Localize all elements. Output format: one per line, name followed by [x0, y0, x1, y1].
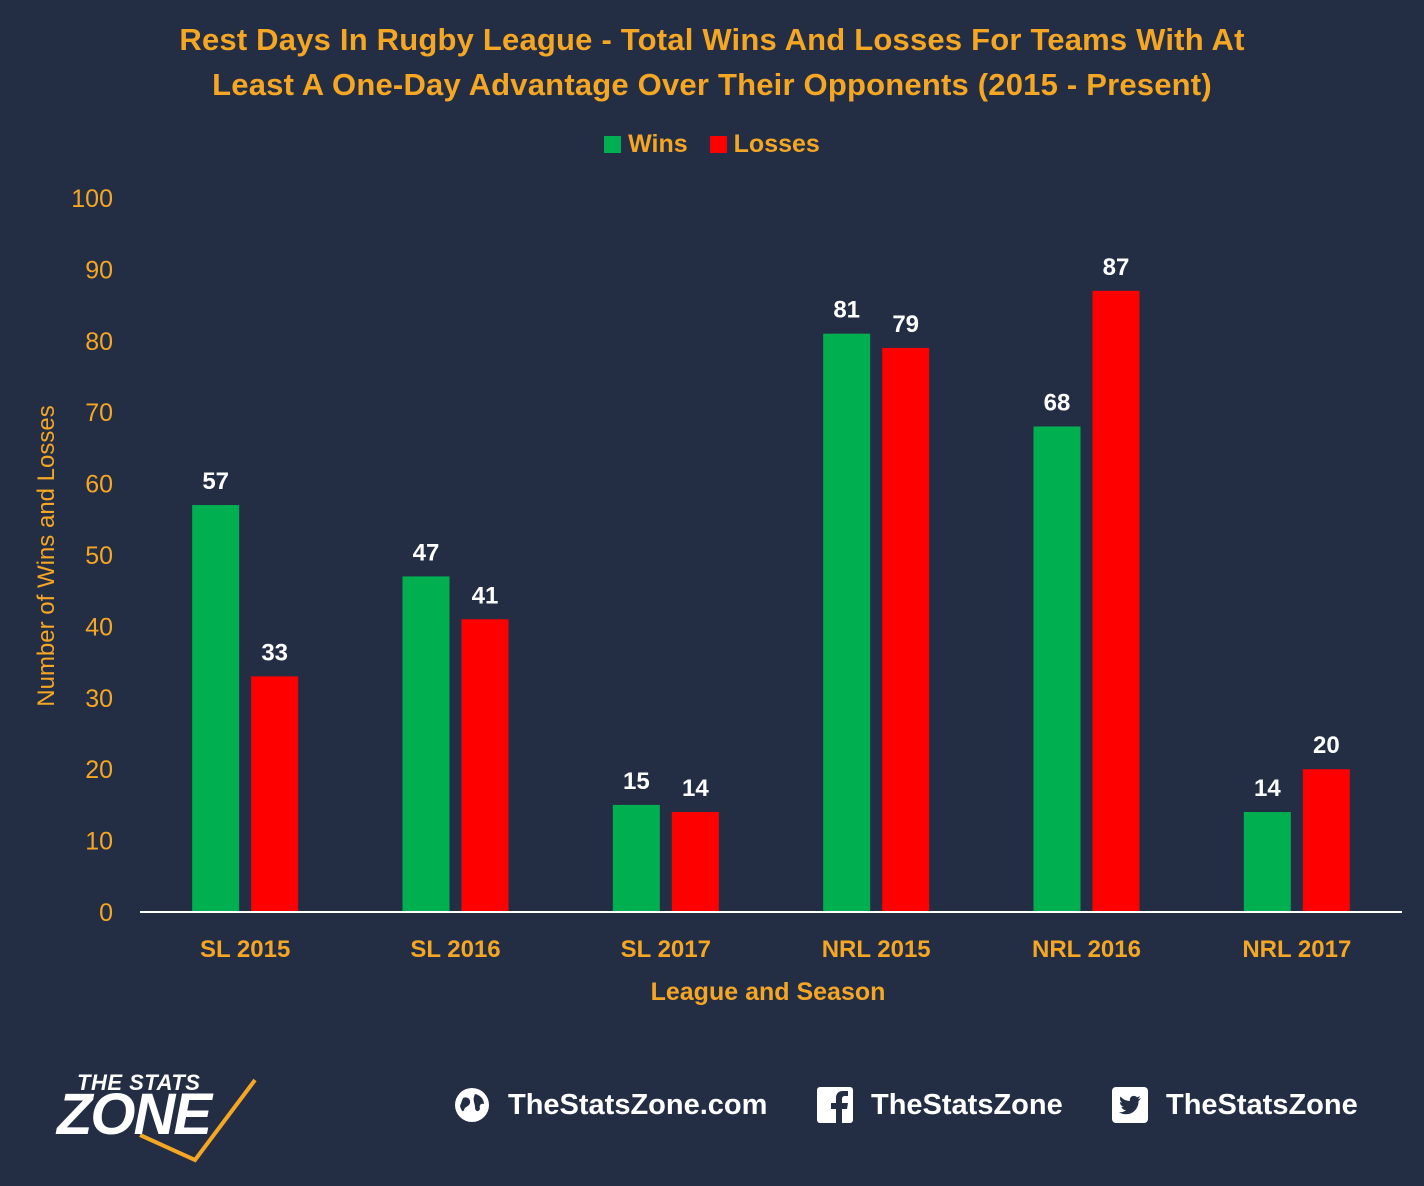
bar-labels-group: 57 33 47 41 15 14 81 79 68 87 14 20 [202, 254, 1339, 802]
x-tick-label: SL 2015 [200, 936, 290, 963]
legend-label-wins: Wins [628, 130, 688, 158]
x-tick-label: SL 2017 [621, 936, 711, 963]
website-label: TheStatsZone.com [508, 1088, 768, 1121]
legend-swatch-wins [604, 136, 622, 153]
bar-losses [251, 676, 299, 912]
legend-swatch-losses [709, 136, 727, 153]
chart-legend: Wins Losses [0, 130, 1424, 159]
bar-wins [1033, 426, 1081, 912]
bar-losses [671, 812, 719, 912]
legend-label-losses: Losses [733, 130, 820, 158]
facebook-label: TheStatsZone [871, 1088, 1063, 1121]
bar-losses [1092, 290, 1140, 912]
bar-wins [823, 333, 871, 912]
y-axis-ticks: 0 10 20 30 40 50 60 70 80 90 100 [71, 185, 113, 927]
brand-text-bottom: ZONE [57, 1082, 212, 1147]
x-axis-title: League and Season [651, 978, 886, 1006]
brand-text-top: THE STATS [77, 1070, 201, 1095]
y-tick-label: 40 [85, 613, 113, 641]
y-tick-label: 100 [71, 185, 113, 213]
data-label: 14 [1254, 775, 1281, 802]
y-tick-label: 30 [85, 685, 113, 713]
bar-wins [1243, 812, 1291, 912]
bar-losses [882, 347, 930, 912]
twitter-icon [1110, 1085, 1150, 1125]
legend-item-losses: Losses [709, 130, 820, 159]
twitter-label: TheStatsZone [1166, 1088, 1358, 1121]
data-label: 79 [892, 311, 919, 338]
footer: THE STATS ZONE TheStatsZone.com TheStats… [0, 1070, 1424, 1163]
y-tick-label: 80 [85, 328, 113, 356]
bar-wins [192, 505, 240, 912]
y-axis-title: Number of Wins and Losses [33, 405, 60, 706]
data-label: 33 [261, 639, 288, 666]
twitter-link[interactable]: TheStatsZone [1110, 1085, 1358, 1125]
data-label: 20 [1313, 732, 1340, 759]
chart-title-line-2: Least A One-Day Advantage Over Their Opp… [212, 67, 1212, 102]
legend-item-wins: Wins [604, 130, 688, 159]
x-tick-label: SL 2016 [410, 936, 500, 963]
data-label: 87 [1103, 254, 1130, 281]
data-label: 57 [202, 468, 229, 495]
facebook-icon [815, 1085, 855, 1125]
globe-icon [452, 1085, 492, 1125]
bar-wins [612, 804, 660, 912]
y-tick-label: 20 [85, 756, 113, 784]
y-tick-label: 90 [85, 256, 113, 284]
chart-plot: 0 10 20 30 40 50 60 70 80 90 100 57 33 47 41 15 14 81 79 6… [33, 185, 1402, 1006]
brand-logo: THE STATS ZONE [55, 1070, 300, 1165]
y-tick-label: 60 [85, 471, 113, 499]
facebook-link[interactable]: TheStatsZone [815, 1085, 1063, 1125]
bars-group [192, 290, 1350, 912]
x-tick-label: NRL 2017 [1242, 936, 1351, 963]
data-label: 81 [833, 297, 860, 324]
y-tick-label: 50 [85, 542, 113, 570]
x-tick-label: NRL 2016 [1032, 936, 1141, 963]
bar-losses [1302, 769, 1350, 912]
bar-wins [402, 576, 450, 912]
y-tick-label: 10 [85, 828, 113, 856]
y-tick-label: 0 [99, 899, 113, 927]
y-tick-label: 70 [85, 399, 113, 427]
website-link[interactable]: TheStatsZone.com [452, 1085, 767, 1125]
x-tick-label: NRL 2015 [822, 936, 931, 963]
data-label: 41 [472, 582, 499, 609]
bar-losses [461, 619, 509, 912]
data-label: 68 [1044, 389, 1071, 416]
brand-swoosh [139, 1078, 257, 1163]
x-axis-ticks: SL 2015 SL 2016 SL 2017 NRL 2015 NRL 2016 NRL… [200, 936, 1351, 963]
data-label: 47 [413, 539, 440, 566]
chart-title-line-1: Rest Days In Rugby League - Total Wins A… [179, 22, 1245, 57]
data-label: 15 [623, 768, 650, 795]
data-label: 14 [682, 775, 709, 802]
